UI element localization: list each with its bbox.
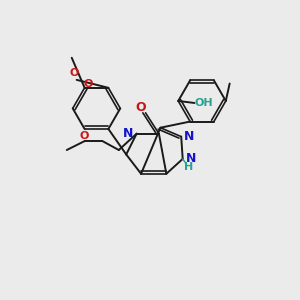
Text: N: N — [186, 152, 196, 165]
Text: OH: OH — [194, 98, 213, 108]
Text: O: O — [80, 131, 89, 141]
Text: O: O — [69, 68, 78, 78]
Text: O: O — [83, 79, 93, 89]
Text: H: H — [184, 162, 193, 172]
Text: N: N — [184, 130, 195, 143]
Text: N: N — [123, 127, 134, 140]
Text: O: O — [135, 101, 146, 114]
